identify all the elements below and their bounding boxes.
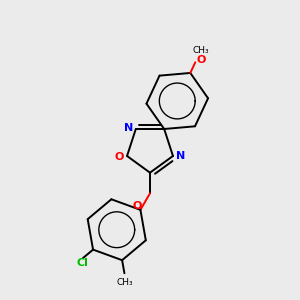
Text: O: O bbox=[197, 55, 206, 65]
Text: CH₃: CH₃ bbox=[116, 278, 133, 286]
Text: O: O bbox=[132, 201, 142, 211]
Text: O: O bbox=[115, 152, 124, 162]
Text: N: N bbox=[176, 151, 185, 161]
Text: Cl: Cl bbox=[77, 258, 89, 268]
Text: CH₃: CH₃ bbox=[193, 46, 209, 55]
Text: N: N bbox=[124, 123, 133, 133]
